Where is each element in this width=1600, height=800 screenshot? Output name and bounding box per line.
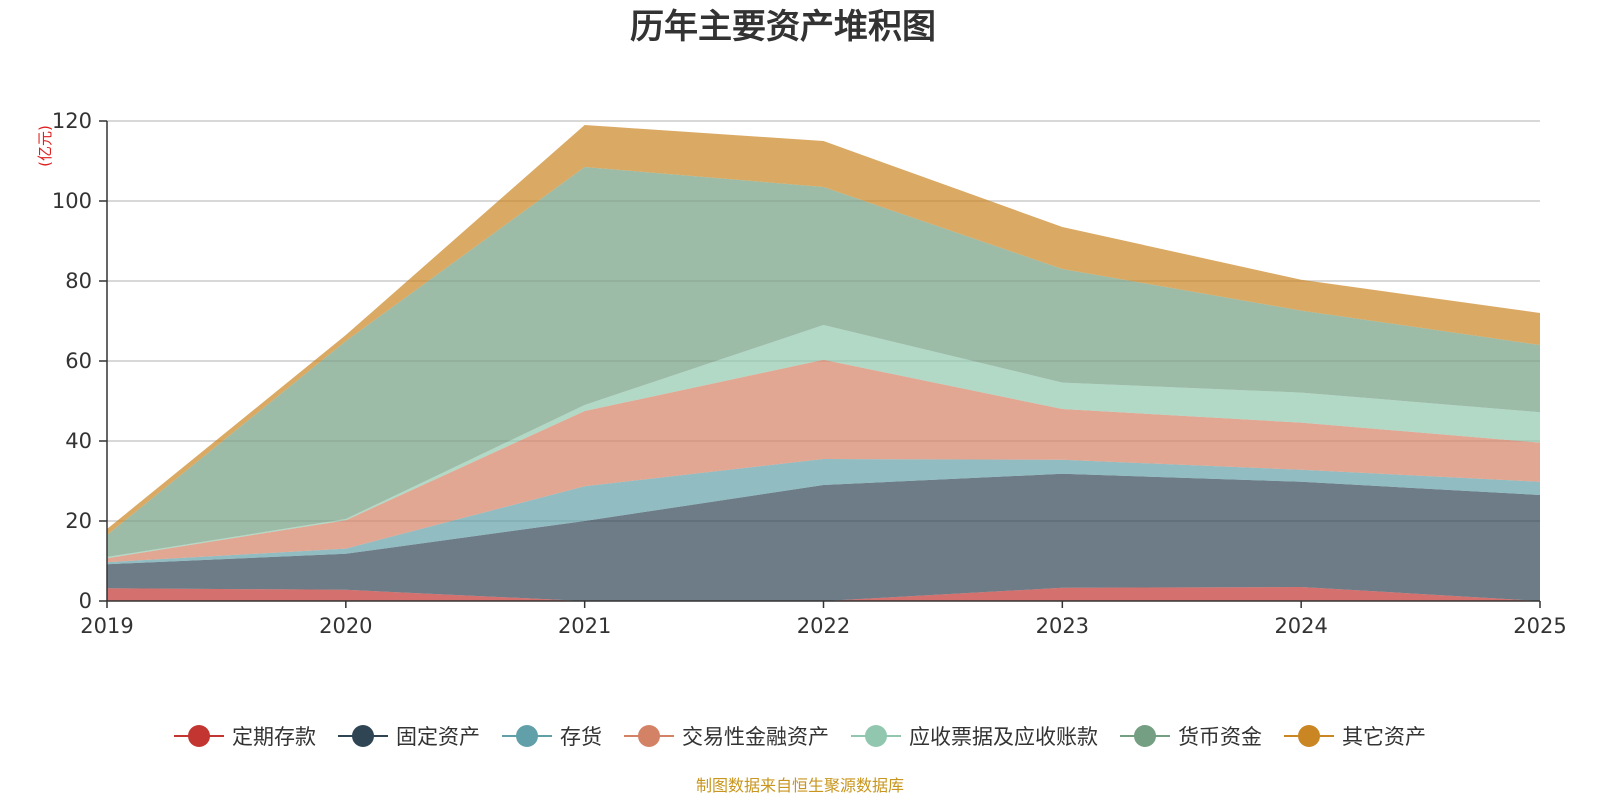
x-tick-label: 2024	[1274, 614, 1327, 638]
data-source-note: 制图数据来自恒生聚源数据库	[696, 776, 904, 795]
y-tick-label: 20	[65, 509, 92, 533]
y-tick-label: 100	[52, 189, 92, 213]
legend-item[interactable]: 存货	[502, 725, 602, 749]
legend-label: 货币资金	[1178, 725, 1262, 749]
legend: 定期存款 固定资产 存货 交易性金融资产 应收票据及应收账款 货币资金 其它资产	[174, 725, 1426, 749]
legend-item[interactable]: 交易性金融资产	[624, 725, 829, 749]
legend-item[interactable]: 应收票据及应收账款	[851, 725, 1098, 749]
y-tick-label: 60	[65, 349, 92, 373]
y-tick-label: 0	[79, 589, 92, 613]
legend-label: 应收票据及应收账款	[909, 725, 1098, 749]
y-tick-label: 40	[65, 429, 92, 453]
x-tick-label: 2020	[319, 614, 372, 638]
y-axis-unit-label: (亿元)	[36, 125, 54, 167]
chart-title: 历年主要资产堆积图	[630, 7, 936, 47]
legend-circle-marker	[516, 725, 538, 747]
x-tick-label: 2022	[797, 614, 850, 638]
x-tick-label: 2025	[1513, 614, 1566, 638]
legend-label: 固定资产	[396, 725, 480, 749]
legend-item[interactable]: 货币资金	[1120, 725, 1262, 749]
legend-circle-marker	[638, 725, 660, 747]
legend-circle-marker	[1298, 725, 1320, 747]
legend-circle-marker	[1134, 725, 1156, 747]
area-存货	[107, 459, 1540, 565]
area-固定资产	[107, 473, 1540, 601]
legend-circle-marker	[865, 725, 887, 747]
legend-circle-marker	[352, 725, 374, 747]
x-tick-label: 2023	[1036, 614, 1089, 638]
x-tick-label: 2021	[558, 614, 611, 638]
y-tick-label: 120	[52, 109, 92, 133]
area-交易性金融资产	[107, 359, 1540, 563]
legend-label: 交易性金融资产	[682, 725, 829, 749]
legend-circle-marker	[188, 725, 210, 747]
y-tick-label: 80	[65, 269, 92, 293]
area-货币资金	[107, 167, 1540, 557]
legend-label: 存货	[560, 725, 602, 749]
legend-item[interactable]: 固定资产	[338, 725, 480, 749]
legend-label: 其它资产	[1342, 725, 1426, 749]
axes: 0 20 40 60 80 100 120 2019 2020 2021 2022 2023 2024 2…	[52, 109, 1567, 638]
area-应收票据及应收账款	[107, 325, 1540, 559]
x-tick-label: 2019	[80, 614, 133, 638]
legend-label: 定期存款	[232, 725, 316, 749]
area-定期存款	[107, 587, 1540, 601]
legend-item[interactable]: 其它资产	[1284, 725, 1426, 749]
legend-item[interactable]: 定期存款	[174, 725, 316, 749]
area-series	[107, 125, 1540, 601]
